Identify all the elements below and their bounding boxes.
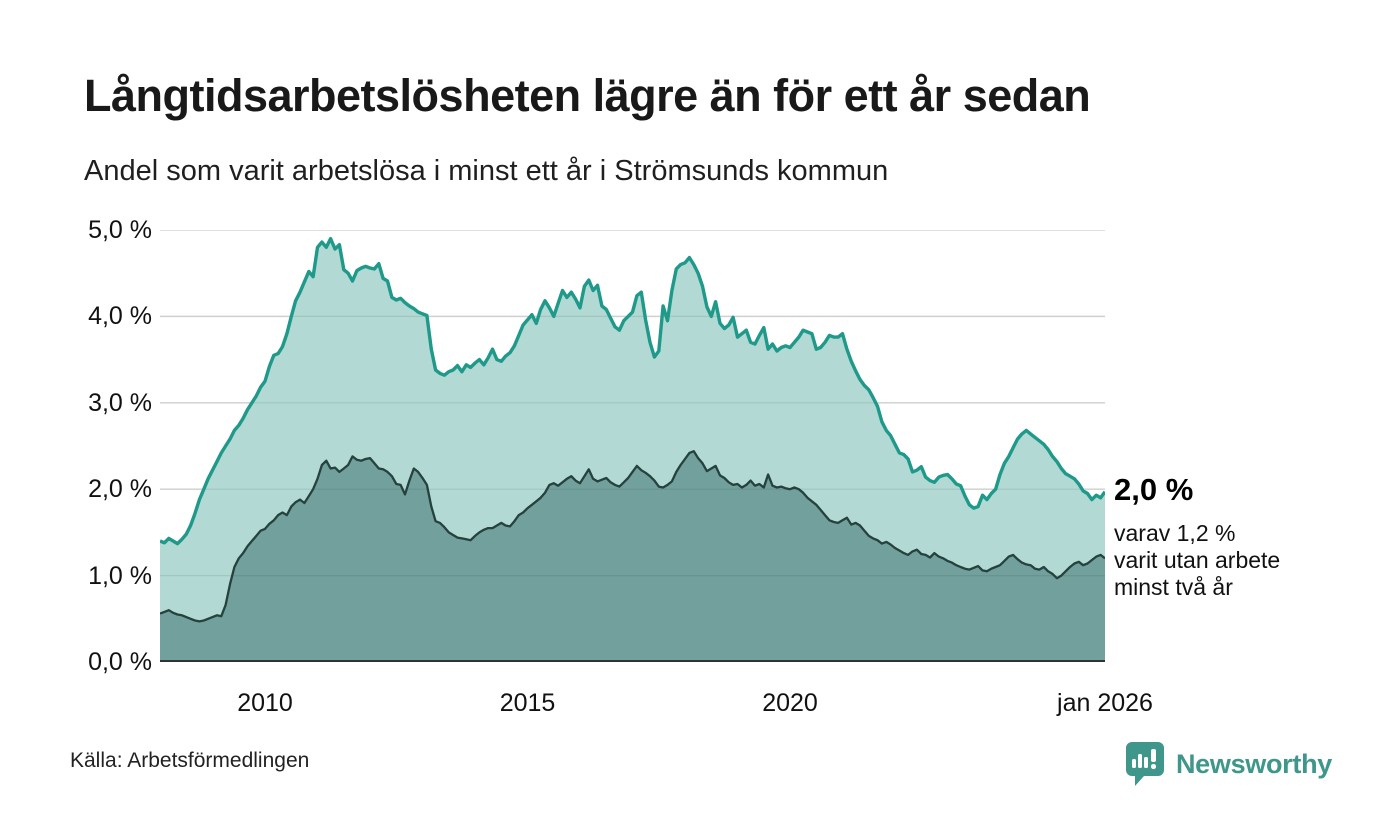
x-axis-label: 2020 — [762, 689, 818, 717]
brand-name: Newsworthy — [1175, 748, 1332, 779]
source-credit: Källa: Arbetsförmedlingen — [70, 749, 310, 772]
latest-value-annotation: 2,0 % varav 1,2 % varit utan arbete mins… — [1114, 472, 1384, 601]
y-axis-label: 1,0 % — [88, 561, 152, 590]
annotation-line: varav 1,2 % — [1114, 520, 1236, 546]
y-axis-label: 2,0 % — [88, 475, 152, 504]
y-axis-label: 4,0 % — [88, 302, 152, 331]
plot-svg — [160, 230, 1105, 662]
y-axis-label: 3,0 % — [88, 388, 152, 417]
latest-value-label: 2,0 % — [1114, 472, 1194, 507]
y-axis-label: 5,0 % — [88, 216, 152, 244]
y-axis-label: 0,0 % — [88, 648, 152, 676]
x-axis-label: jan 2026 — [1057, 689, 1153, 717]
chart-subtitle: Andel som varit arbetslösa i minst ett å… — [84, 155, 889, 187]
x-axis-label: 2015 — [499, 689, 556, 717]
brand-logo: Newsworthy — [1124, 740, 1332, 788]
annotation-line: varit utan arbete — [1114, 547, 1281, 573]
annotation-line: minst två år — [1114, 574, 1233, 600]
page-title: Långtidsarbetslösheten lägre än för ett … — [84, 70, 1091, 121]
x-axis-label: 2010 — [237, 689, 293, 717]
newsworthy-icon — [1125, 742, 1164, 786]
